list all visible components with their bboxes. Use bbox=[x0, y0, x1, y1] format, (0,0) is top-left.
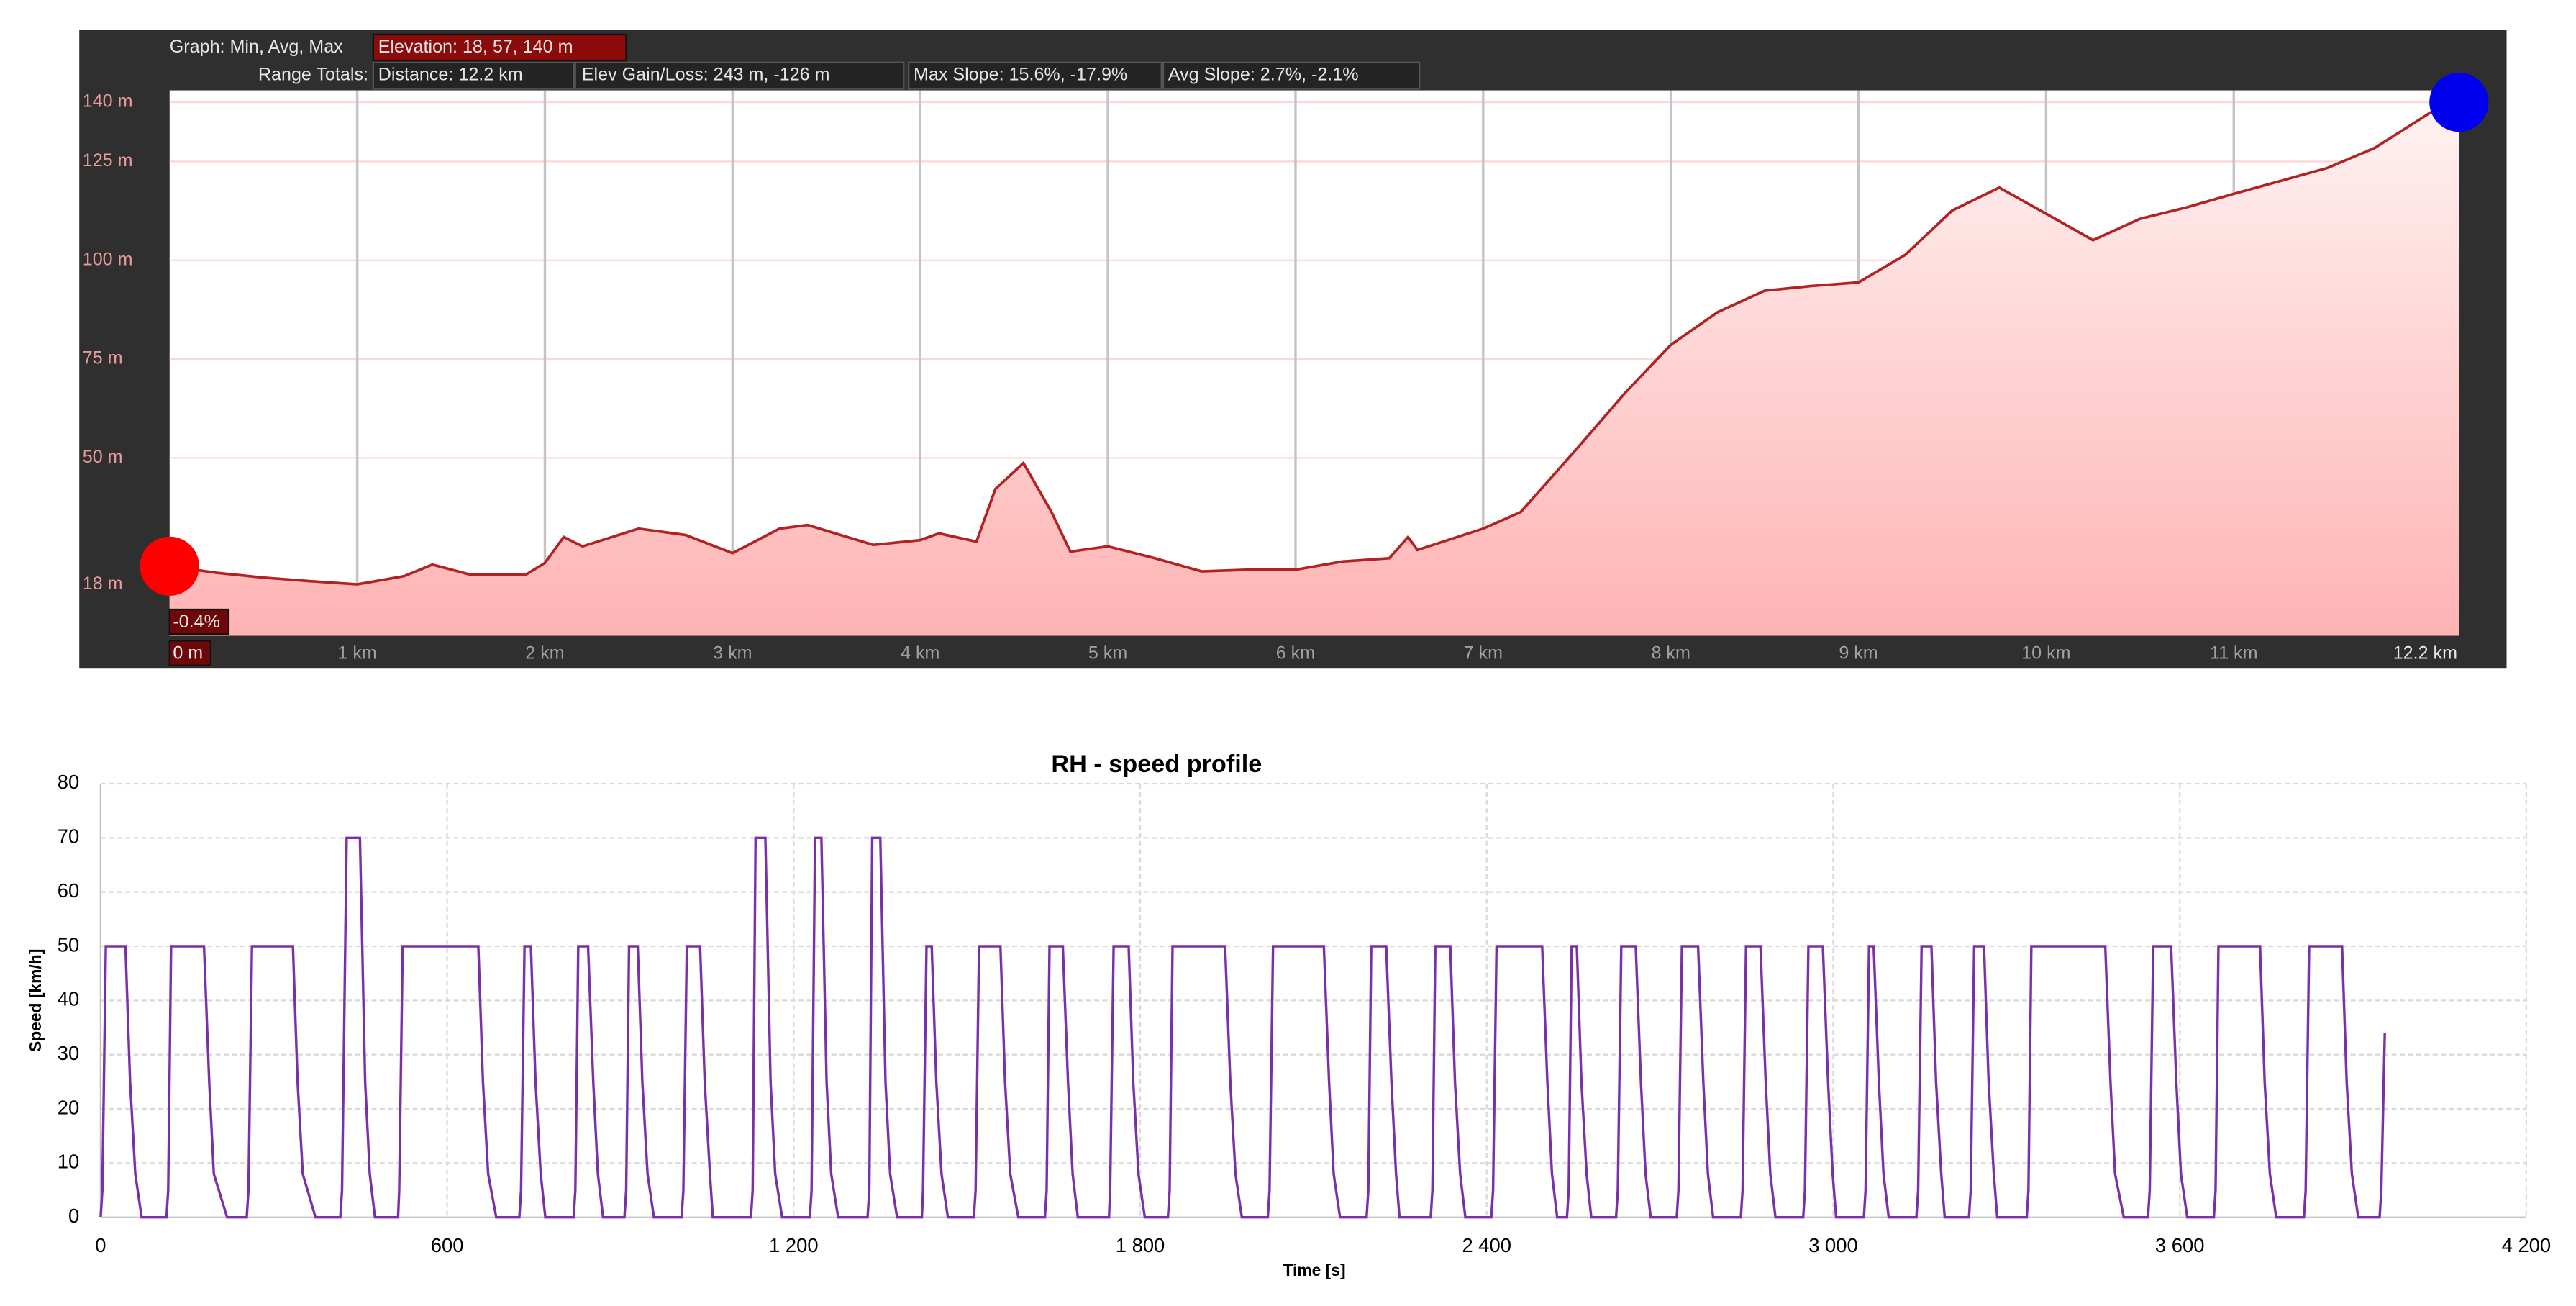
x-tick-label: 12.2 km bbox=[2393, 643, 2457, 663]
x-tick-label: 11 km bbox=[2210, 643, 2258, 663]
header-value: Max Slope: 15.6%, -17.9% bbox=[914, 65, 1127, 85]
y-tick-label: 100 m bbox=[83, 249, 133, 269]
y-tick-label: 30 bbox=[58, 1042, 79, 1064]
tick-label-box bbox=[168, 640, 211, 666]
elevation-line bbox=[169, 101, 2459, 586]
y-tick-label: 70 bbox=[58, 825, 79, 848]
y-tick-label: 80 bbox=[58, 771, 79, 793]
x-tick-label: 2 km bbox=[525, 643, 564, 663]
x-tick-label: 1 km bbox=[337, 643, 376, 663]
y-tick-label: 50 m bbox=[83, 447, 123, 467]
y-tick-label: 18 m bbox=[83, 573, 123, 594]
header-label: Range Totals: bbox=[258, 65, 368, 85]
x-tick-label: 7 km bbox=[1464, 643, 1503, 663]
y-tick-label: 40 bbox=[58, 988, 79, 1010]
x-tick-label: 4 200 bbox=[2502, 1234, 2552, 1256]
x-tick-label: 5 km bbox=[1088, 643, 1127, 663]
x-tick-label: 3 000 bbox=[1808, 1234, 1858, 1256]
x-tick-label: 8 km bbox=[1651, 643, 1690, 663]
y-tick-label: 50 bbox=[58, 933, 79, 956]
y-tick-label: 140 m bbox=[83, 91, 133, 112]
chart-title: RH - speed profile bbox=[1051, 751, 1262, 778]
header-box bbox=[372, 61, 575, 90]
x-tick-label: 4 km bbox=[901, 643, 939, 663]
x-tick-label: 0 m bbox=[173, 643, 203, 663]
x-tick-label: 10 km bbox=[2021, 643, 2070, 663]
header-value: Elev Gain/Loss: 243 m, -126 m bbox=[582, 65, 830, 85]
y-tick-label: 60 bbox=[58, 879, 79, 902]
x-tick-label: 3 600 bbox=[2155, 1234, 2205, 1256]
start-marker bbox=[140, 536, 199, 596]
y-tick-label: 0 bbox=[68, 1205, 79, 1227]
x-tick-label: 1 800 bbox=[1116, 1234, 1165, 1256]
x-axis-title: Time [s] bbox=[1283, 1261, 1345, 1279]
header-box bbox=[574, 61, 905, 90]
annotation-box bbox=[168, 608, 230, 635]
x-tick-label: 3 km bbox=[713, 643, 752, 663]
x-tick-label: 0 bbox=[95, 1234, 106, 1256]
header-label: Graph: Min, Avg, Max bbox=[170, 37, 343, 57]
x-tick-label: 600 bbox=[431, 1234, 464, 1256]
header-box bbox=[372, 33, 627, 62]
header-box bbox=[1162, 61, 1421, 90]
x-tick-label: 2 400 bbox=[1462, 1234, 1511, 1256]
y-tick-label: 75 m bbox=[83, 348, 123, 368]
annotation: -0.4% bbox=[173, 612, 220, 632]
x-tick-label: 1 200 bbox=[769, 1234, 819, 1256]
header-value: Elevation: 18, 57, 140 m bbox=[378, 37, 573, 57]
x-tick-label: 9 km bbox=[1839, 643, 1878, 663]
y-tick-label: 125 m bbox=[83, 150, 133, 171]
y-axis-title: Speed [km/h] bbox=[26, 949, 45, 1052]
elevation-area bbox=[169, 102, 2459, 636]
speed-line bbox=[99, 836, 2386, 1219]
end-marker bbox=[2429, 72, 2489, 132]
header-value: Distance: 12.2 km bbox=[378, 65, 523, 85]
speed-chart: RH - speed profile Speed [km/h] Time [s] 0 1… bbox=[26, 751, 2551, 1279]
header-value: Avg Slope: 2.7%, -2.1% bbox=[1168, 65, 1359, 85]
y-tick-label: 10 bbox=[58, 1151, 79, 1173]
x-tick-label: 6 km bbox=[1276, 643, 1315, 663]
header-box bbox=[907, 61, 1162, 90]
elevation-chart: 18 m 50 m 75 m 100 m 125 m 140 m 0 m 1 km 2 km 3 … bbox=[83, 72, 2489, 666]
y-tick-label: 20 bbox=[58, 1096, 79, 1118]
